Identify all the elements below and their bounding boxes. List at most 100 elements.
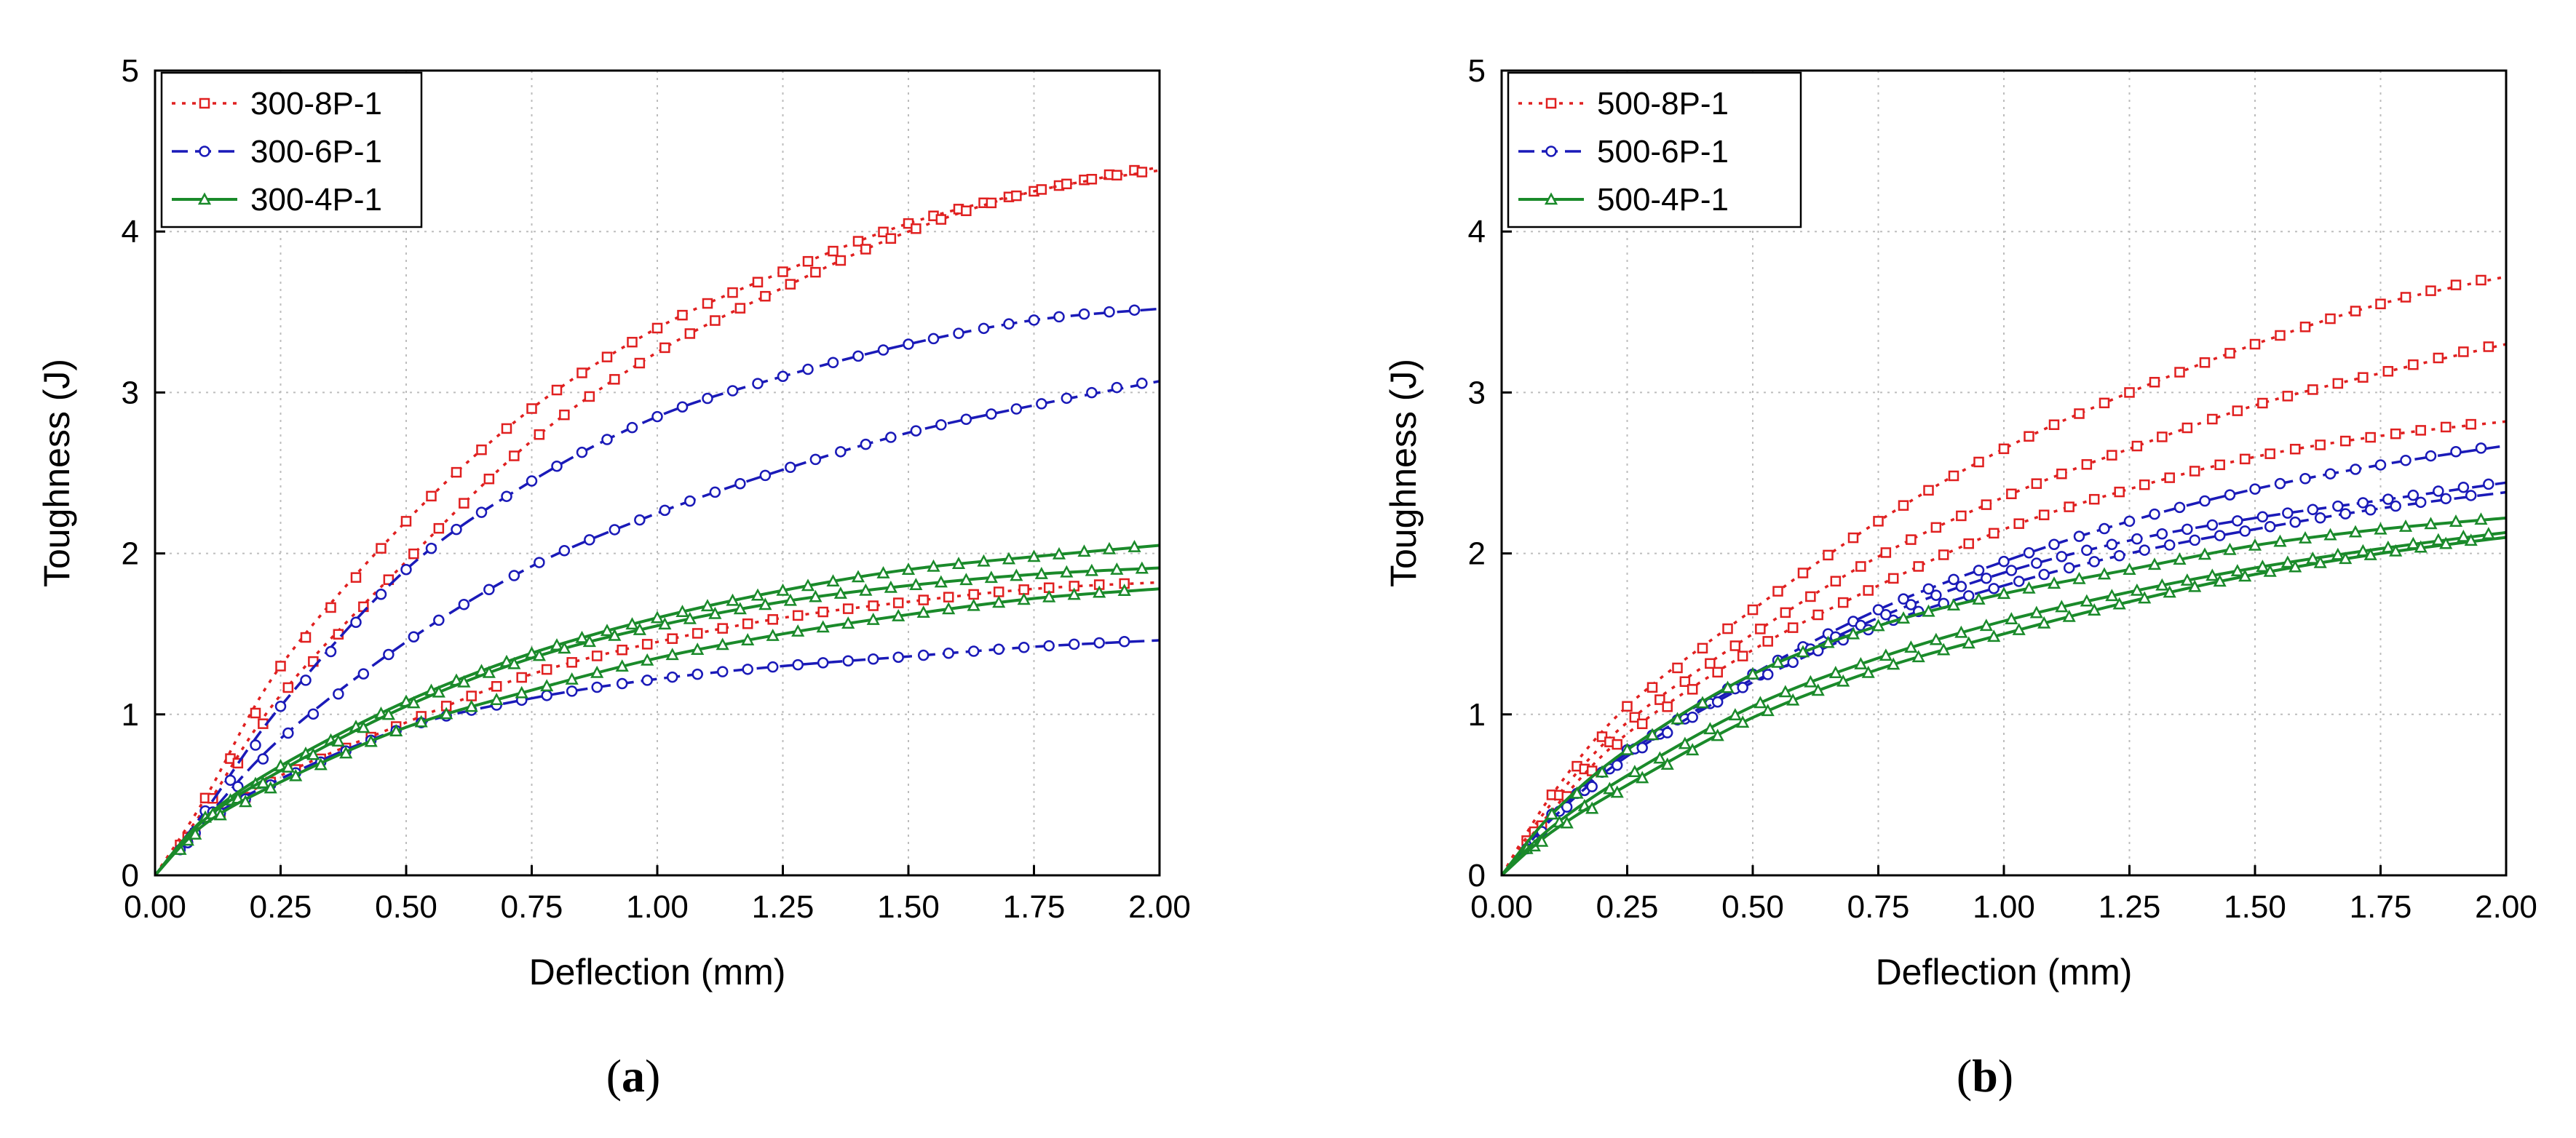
data-point bbox=[433, 522, 445, 534]
data-point bbox=[984, 570, 998, 584]
data-point bbox=[2023, 546, 2035, 559]
data-point bbox=[282, 682, 294, 693]
data-point bbox=[1887, 657, 1901, 670]
data-point bbox=[1636, 718, 1648, 730]
data-point bbox=[1988, 583, 2000, 594]
data-point bbox=[1011, 190, 1022, 202]
data-point bbox=[2088, 493, 2100, 505]
data-point bbox=[967, 645, 980, 657]
data-point bbox=[2323, 528, 2337, 541]
data-point bbox=[1797, 568, 1809, 578]
data-point bbox=[675, 605, 689, 617]
data-point bbox=[2465, 490, 2477, 501]
data-point bbox=[357, 720, 370, 733]
data-point bbox=[433, 614, 445, 626]
y-tick-label: 5 bbox=[122, 53, 139, 89]
data-point bbox=[1922, 604, 1935, 617]
series-300-6P-1 bbox=[154, 378, 1160, 877]
data-point bbox=[239, 795, 253, 808]
series-300-6P-1 bbox=[154, 304, 1160, 877]
data-point bbox=[1078, 308, 1090, 320]
data-point bbox=[1660, 757, 1674, 770]
x-tick-label: 0.50 bbox=[375, 889, 437, 925]
data-point bbox=[2123, 562, 2136, 575]
data-point bbox=[1938, 549, 1949, 560]
data-point bbox=[501, 490, 512, 502]
data-point bbox=[1811, 683, 1825, 696]
data-point bbox=[2273, 534, 2287, 547]
data-point bbox=[2181, 523, 2193, 536]
data-point bbox=[541, 690, 552, 701]
data-point bbox=[1780, 607, 1791, 618]
data-point bbox=[1695, 696, 1710, 709]
data-point bbox=[2114, 486, 2125, 498]
data-point bbox=[759, 469, 772, 482]
x-tick-label: 1.50 bbox=[877, 889, 940, 925]
data-point bbox=[2256, 511, 2269, 523]
data-point bbox=[2149, 376, 2160, 388]
data-point bbox=[2264, 520, 2276, 533]
data-point bbox=[509, 450, 520, 461]
data-point bbox=[2207, 413, 2218, 425]
data-point bbox=[491, 681, 502, 692]
y-tick-label: 2 bbox=[1468, 536, 1486, 572]
data-point bbox=[426, 490, 437, 502]
data-point bbox=[274, 700, 287, 712]
data-point bbox=[2097, 567, 2112, 580]
data-point bbox=[1997, 586, 2011, 600]
data-point bbox=[2299, 322, 2311, 333]
data-point bbox=[2180, 573, 2194, 586]
data-point bbox=[2112, 597, 2126, 610]
data-point bbox=[1911, 650, 1925, 663]
data-point bbox=[1629, 712, 1641, 723]
data-point bbox=[716, 637, 729, 650]
data-point bbox=[752, 378, 764, 389]
y-tick-label: 4 bbox=[122, 214, 139, 250]
data-point bbox=[2364, 504, 2377, 516]
data-point bbox=[2062, 609, 2076, 622]
data-point bbox=[2407, 489, 2420, 501]
data-point bbox=[475, 506, 488, 518]
data-point bbox=[457, 675, 471, 688]
series-500-6P-1 bbox=[1500, 490, 2507, 877]
data-point bbox=[2012, 623, 2026, 635]
series-line bbox=[1500, 536, 2507, 877]
data-point bbox=[951, 557, 966, 569]
data-point bbox=[1861, 665, 1875, 678]
data-point bbox=[910, 425, 922, 437]
y-axis-title: Toughness (J) bbox=[36, 359, 77, 587]
data-point bbox=[400, 563, 412, 576]
data-point bbox=[766, 628, 780, 641]
data-point bbox=[809, 589, 823, 602]
legend-item: 300-4P-1 bbox=[172, 182, 382, 218]
data-point bbox=[810, 266, 821, 278]
legend-item: 500-4P-1 bbox=[1518, 182, 1729, 218]
x-tick-label: 0.50 bbox=[1721, 889, 1784, 925]
data-point bbox=[1111, 170, 1122, 181]
legend-marker-swatch bbox=[1545, 146, 1557, 157]
legend-label: 300-6P-1 bbox=[250, 134, 382, 170]
panel-label-letter: b bbox=[1972, 1050, 1998, 1102]
data-point bbox=[710, 315, 721, 326]
x-tick-label: 1.50 bbox=[2224, 889, 2286, 925]
data-point bbox=[2440, 421, 2452, 433]
data-point bbox=[1805, 591, 1816, 602]
data-point bbox=[1136, 167, 1148, 178]
data-point bbox=[634, 514, 646, 526]
data-point bbox=[650, 610, 665, 624]
panel-label-open-paren: ( bbox=[1957, 1050, 1972, 1102]
y-tick-label: 0 bbox=[122, 858, 139, 894]
data-point bbox=[2088, 556, 2100, 568]
data-point bbox=[490, 693, 504, 705]
grid bbox=[155, 71, 1160, 875]
data-point bbox=[2350, 306, 2361, 317]
data-point bbox=[1771, 655, 1785, 668]
data-point bbox=[1061, 178, 1072, 190]
data-point bbox=[777, 370, 789, 383]
data-point bbox=[633, 622, 646, 635]
series-line bbox=[1500, 516, 2507, 877]
data-point bbox=[2465, 418, 2476, 430]
legend-marker-swatch bbox=[1544, 192, 1558, 205]
data-point bbox=[967, 598, 980, 611]
